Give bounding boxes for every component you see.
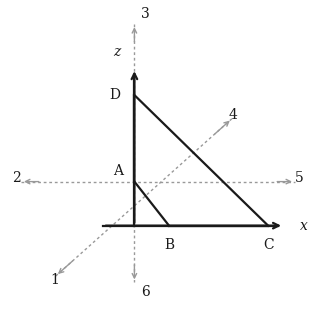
Text: A: A: [113, 164, 123, 179]
Text: z: z: [113, 45, 120, 59]
Text: 4: 4: [229, 108, 238, 122]
Text: B: B: [164, 238, 174, 252]
Text: 5: 5: [295, 172, 304, 185]
Text: D: D: [109, 88, 120, 102]
Text: 6: 6: [141, 285, 149, 300]
Text: C: C: [263, 238, 273, 252]
Text: 1: 1: [50, 273, 59, 287]
Text: 2: 2: [12, 172, 21, 185]
Text: x: x: [300, 219, 307, 234]
Text: 3: 3: [141, 7, 149, 21]
